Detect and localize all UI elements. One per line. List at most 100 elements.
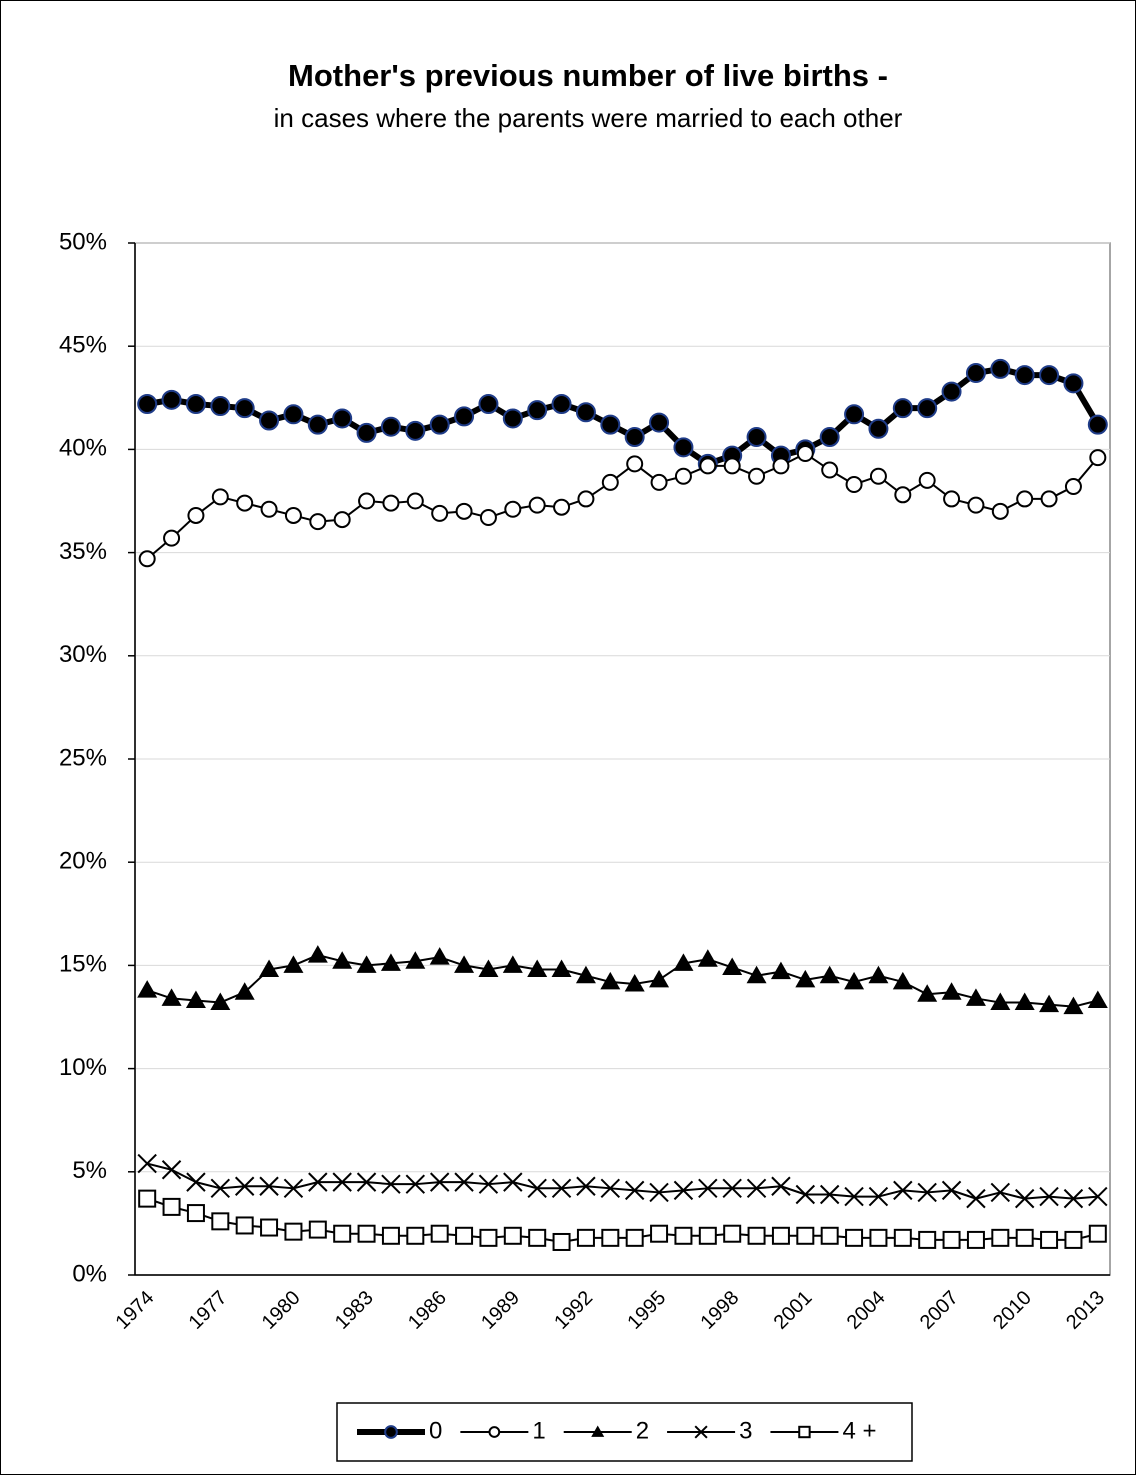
marker <box>892 971 913 990</box>
marker <box>234 1176 255 1196</box>
y-tick-label: 0% <box>72 1260 107 1287</box>
marker <box>722 957 743 975</box>
marker <box>283 1178 304 1199</box>
marker <box>455 1226 474 1245</box>
marker <box>356 422 377 443</box>
marker <box>527 400 548 421</box>
y-tick-label: 40% <box>59 435 107 462</box>
legend-label: 3 <box>739 1417 752 1444</box>
marker <box>917 398 938 419</box>
legend-marker <box>798 1425 811 1439</box>
marker <box>868 965 889 984</box>
legend-label: 0 <box>429 1417 442 1444</box>
marker <box>405 1174 426 1194</box>
marker <box>381 1226 400 1245</box>
marker <box>941 1180 962 1201</box>
marker <box>551 959 572 978</box>
marker <box>1063 996 1084 1015</box>
marker <box>356 1172 377 1192</box>
marker <box>308 1172 328 1192</box>
marker <box>1040 490 1058 508</box>
marker <box>845 475 863 493</box>
legend-marker <box>488 1426 501 1438</box>
marker <box>674 1226 693 1245</box>
marker <box>795 969 816 988</box>
marker <box>479 509 497 527</box>
marker <box>722 1178 742 1199</box>
marker <box>1088 1186 1108 1207</box>
marker <box>918 1230 937 1249</box>
marker <box>649 969 670 988</box>
marker <box>185 393 206 414</box>
marker <box>234 398 255 419</box>
marker <box>552 1232 571 1251</box>
marker <box>381 1174 401 1194</box>
marker <box>795 1184 816 1205</box>
marker <box>990 992 1011 1011</box>
marker <box>673 437 694 458</box>
marker <box>235 1216 254 1235</box>
marker <box>748 467 766 485</box>
marker <box>796 1226 815 1245</box>
marker <box>333 511 351 529</box>
marker <box>820 1226 839 1245</box>
marker <box>308 1220 327 1239</box>
marker <box>527 1178 547 1199</box>
legend-label: 1 <box>532 1417 545 1444</box>
marker <box>796 445 814 463</box>
marker <box>502 408 523 429</box>
marker <box>161 988 182 1006</box>
marker <box>333 1224 352 1243</box>
marker <box>380 953 401 971</box>
marker <box>650 473 668 491</box>
marker <box>650 1224 669 1243</box>
marker <box>844 404 865 425</box>
marker <box>600 414 621 435</box>
marker <box>161 1160 182 1180</box>
marker <box>624 427 645 448</box>
marker <box>1064 478 1082 496</box>
y-tick-label: 45% <box>59 332 107 359</box>
marker <box>918 471 936 489</box>
marker <box>382 494 400 512</box>
series-line <box>146 365 1101 467</box>
y-tick-label: 10% <box>59 1054 107 1081</box>
marker <box>406 1226 425 1245</box>
marker <box>553 498 571 516</box>
y-tick-label: 5% <box>72 1157 107 1184</box>
marker <box>770 961 791 980</box>
marker <box>991 502 1009 520</box>
marker <box>819 427 840 448</box>
marker <box>917 984 938 1002</box>
marker <box>600 971 621 990</box>
marker <box>673 1180 694 1201</box>
series-line <box>146 1197 1099 1243</box>
marker <box>1014 1188 1035 1209</box>
marker <box>527 959 548 978</box>
marker <box>819 965 840 984</box>
marker <box>601 1228 620 1247</box>
marker <box>576 1228 595 1247</box>
marker <box>161 389 182 410</box>
marker <box>162 1197 181 1216</box>
marker <box>307 945 328 963</box>
marker <box>431 504 449 522</box>
marker <box>771 1176 791 1196</box>
marker <box>965 988 986 1006</box>
y-tick-label: 15% <box>59 951 107 978</box>
marker <box>1063 1188 1084 1209</box>
marker <box>187 506 205 524</box>
marker <box>332 951 353 969</box>
marker <box>697 949 718 967</box>
marker <box>1039 1186 1059 1207</box>
marker <box>747 1226 766 1245</box>
marker <box>893 1228 912 1247</box>
marker <box>600 1178 621 1199</box>
marker <box>1087 414 1108 435</box>
marker <box>723 457 741 475</box>
marker <box>943 490 961 508</box>
marker <box>868 418 889 439</box>
marker <box>821 461 839 479</box>
marker <box>892 398 913 419</box>
